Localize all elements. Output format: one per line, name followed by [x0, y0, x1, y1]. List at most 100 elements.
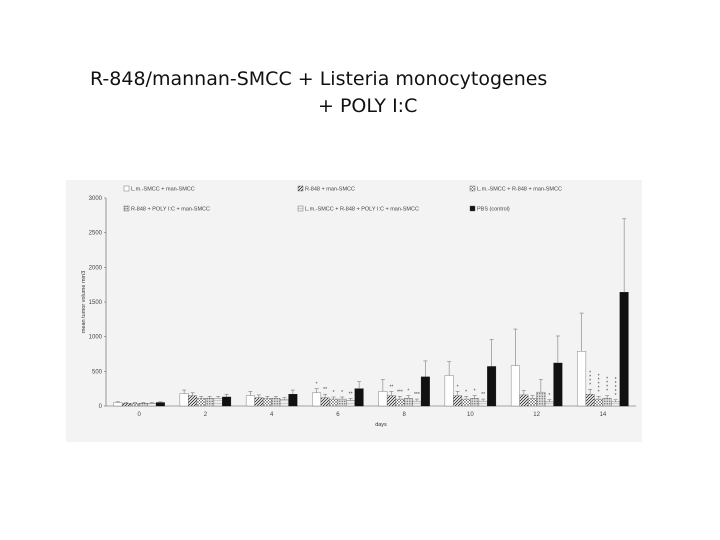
slide-title: R-848/mannan-SMCC + Listeria monocytogen…	[90, 66, 650, 120]
chart-bar	[320, 397, 330, 407]
significance-mark: *	[407, 389, 409, 395]
significance-mark: ***	[414, 392, 420, 398]
chart-bar	[378, 391, 388, 407]
significance-mark: *	[589, 382, 591, 388]
chart-bar	[213, 398, 223, 407]
chart-bar	[453, 395, 463, 407]
chart-bar	[544, 401, 554, 407]
chart-bar	[147, 403, 157, 407]
significance-mark: **	[389, 384, 393, 390]
significance-mark: *	[548, 393, 550, 399]
legend-swatch	[469, 205, 476, 212]
legend-label: R-848 + POLY I:C + man-SMCC	[131, 207, 210, 213]
significance-mark: *	[615, 381, 617, 387]
significance-mark: **	[323, 387, 327, 393]
chart-bar	[602, 398, 612, 407]
chart-bar	[527, 398, 537, 407]
chart-bars: *** * * ******* ****** *** *******************	[113, 218, 629, 407]
chart-bar	[487, 366, 497, 407]
chart-bar	[510, 365, 520, 407]
chart-bar	[553, 362, 563, 407]
significance-mark: *	[333, 390, 335, 396]
x-tick-label: 0	[137, 412, 141, 418]
significance-mark: *	[615, 393, 617, 399]
significance-mark: *	[615, 377, 617, 383]
chart-bar	[412, 400, 422, 407]
legend-label: L.m.-SMCC + man-SMCC	[131, 187, 195, 193]
tumor-volume-chart: L.m.-SMCC + man-SMCC R-848 + man-SMCC L.m.…	[81, 185, 636, 428]
y-tick-label: 3000	[89, 196, 103, 202]
chart-bar	[444, 375, 454, 407]
chart-bar	[271, 398, 281, 407]
legend-swatch	[469, 185, 476, 192]
y-tick-label: 2000	[89, 265, 103, 271]
chart-bar	[329, 398, 339, 407]
chart-bar	[594, 398, 604, 407]
chart-bar	[337, 398, 347, 407]
significance-mark: *	[606, 385, 608, 391]
chart-bar	[254, 397, 264, 407]
legend-swatch	[297, 185, 304, 192]
legend-label: R-848 + man-SMCC	[305, 187, 355, 193]
chart-bar	[279, 399, 289, 407]
significance-mark: *	[606, 381, 608, 387]
chart-bar	[519, 394, 529, 407]
legend-label: L.m.-SMCC + R-848 + man-SMCC	[477, 187, 562, 193]
chart-bar	[155, 402, 165, 407]
chart-bar	[611, 401, 621, 407]
legend-swatch	[123, 185, 130, 192]
chart-bar	[478, 400, 488, 407]
y-tick-label: 500	[92, 369, 103, 375]
y-tick-label: 2500	[89, 231, 103, 237]
y-axis-title: mean tumor volume mm3	[81, 271, 87, 333]
chart-bar	[403, 398, 413, 407]
chart-bar	[395, 398, 405, 407]
chart-panel: L.m.-SMCC + man-SMCC R-848 + man-SMCC L.m.…	[66, 180, 642, 442]
chart-bar	[470, 398, 480, 407]
chart-bar	[196, 398, 206, 407]
chart-bar	[585, 394, 595, 407]
legend-swatch	[297, 205, 304, 212]
y-tick-label: 1000	[89, 335, 103, 341]
title-line-2: + POLY I:C	[318, 95, 418, 117]
significance-mark: *	[606, 377, 608, 383]
chart-bar	[245, 395, 255, 407]
chart-bar	[188, 395, 198, 407]
significance-mark: *	[598, 377, 600, 383]
chart-bar	[179, 393, 189, 407]
significance-mark: *	[598, 385, 600, 391]
title-line-1: R-848/mannan-SMCC + Listeria monocytogen…	[90, 68, 548, 90]
legend-label: L.m.-SMCC + R-848 + POLY I:C + man-SMCC	[305, 207, 419, 213]
significance-mark: **	[349, 391, 353, 397]
chart-bar	[288, 394, 298, 407]
x-tick-label: 10	[467, 412, 474, 418]
significance-mark: *	[589, 374, 591, 380]
chart-bar	[121, 403, 131, 407]
x-tick-label: 8	[402, 412, 406, 418]
y-tick-label: 0	[99, 404, 103, 410]
x-tick-label: 14	[600, 412, 607, 418]
chart-legend: L.m.-SMCC + man-SMCC R-848 + man-SMCC L.m.…	[123, 185, 562, 213]
chart-bar	[262, 398, 272, 407]
y-tick-label: 1500	[89, 300, 103, 306]
significance-mark: *	[615, 389, 617, 395]
significance-mark: *	[341, 390, 343, 396]
x-tick-label: 2	[204, 412, 208, 418]
significance-mark: *	[474, 389, 476, 395]
chart-bar	[386, 395, 396, 407]
significance-mark: *	[598, 389, 600, 395]
chart-bar	[536, 391, 546, 407]
significance-mark: *	[598, 381, 600, 387]
x-tick-label: 12	[533, 412, 540, 418]
chart-bar	[619, 292, 629, 407]
significance-mark: *	[457, 384, 459, 390]
legend-swatch	[123, 205, 130, 212]
chart-bar	[346, 400, 356, 407]
chart-bar	[222, 396, 232, 407]
chart-bar	[461, 398, 471, 407]
x-axis-title: days	[375, 422, 387, 428]
significance-mark: *	[465, 389, 467, 395]
chart-bar	[420, 376, 430, 407]
chart-bar	[577, 351, 587, 407]
significance-mark: *	[615, 385, 617, 391]
